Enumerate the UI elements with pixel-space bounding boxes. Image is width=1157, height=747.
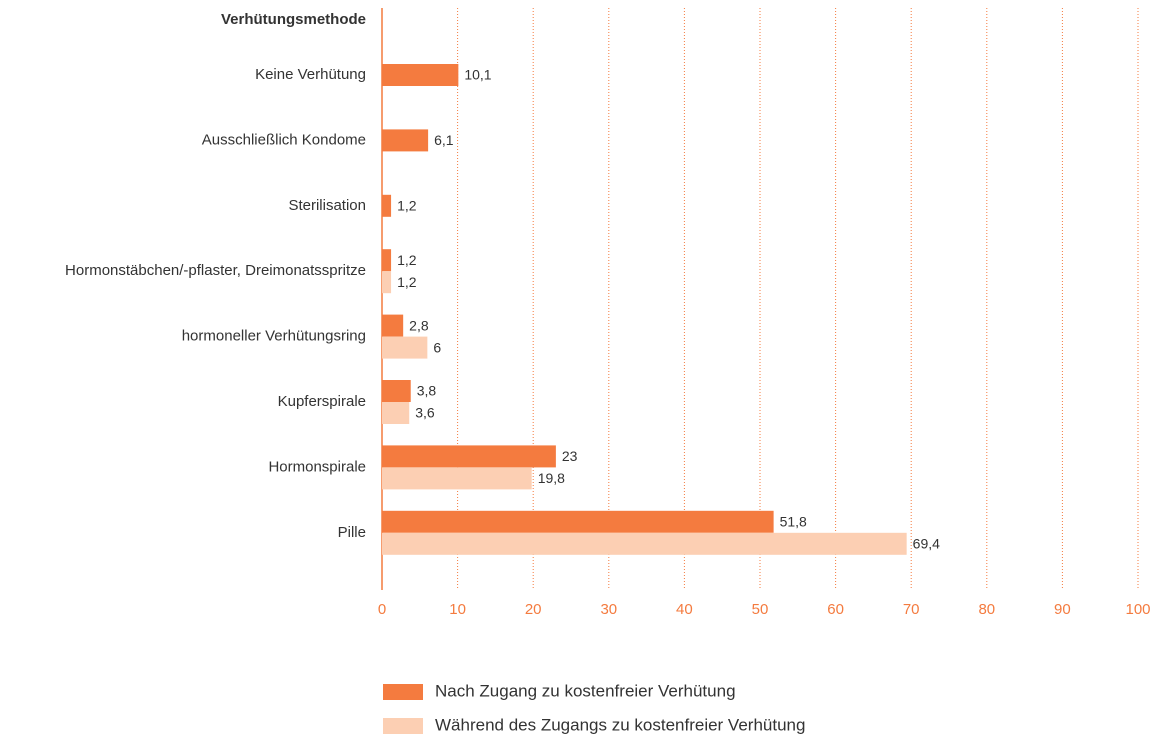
x-tick-label: 80 [978,601,995,618]
value-label: 19,8 [538,470,565,486]
category-label: Ausschließlich Kondome [202,131,366,148]
value-label: 6 [433,339,441,355]
value-label: 1,2 [397,274,417,290]
value-label: 3,6 [415,405,435,421]
legend-swatch [383,718,423,734]
category-label: Pille [338,524,366,541]
bar [382,532,907,555]
bar [382,64,459,86]
bar [382,445,556,468]
x-tick-label: 60 [827,601,844,618]
bar [382,336,428,359]
x-tick-label: 70 [903,601,920,618]
x-tick-label: 30 [600,601,617,618]
x-tick-label: 90 [1054,601,1071,618]
category-label: Kupferspirale [278,393,366,410]
x-tick-label: 10 [449,601,466,618]
value-label: 6,1 [434,132,454,148]
bar [382,314,404,337]
category-label: Keine Verhütung [255,66,366,83]
legend-label: Während des Zugangs zu kostenfreier Verh… [435,715,805,734]
value-label: 1,2 [397,198,417,214]
x-tick-label: 100 [1125,601,1150,618]
bar [382,467,532,490]
category-label: Sterilisation [288,197,366,214]
value-label: 51,8 [780,514,807,530]
x-tick-label: 0 [378,601,386,618]
value-label: 1,2 [397,252,417,268]
bar [382,380,411,402]
category-label: hormoneller Verhütungsring [182,328,366,345]
bar [382,129,429,152]
bar [382,271,392,294]
value-label: 10,1 [464,67,491,83]
x-tick-label: 50 [752,601,769,618]
value-label: 69,4 [913,536,940,552]
bar [382,249,392,272]
value-label: 2,8 [409,317,429,333]
category-label: Hormonspirale [268,458,366,475]
category-label: Hormonstäbchen/-pflaster, Dreimonatsspri… [65,262,366,279]
bar [382,402,410,424]
axis-label: Verhütungsmethode [221,11,366,28]
x-tick-label: 40 [676,601,693,618]
legend-swatch [383,684,423,700]
value-label: 3,8 [417,383,437,399]
value-label: 23 [562,448,578,464]
x-tick-label: 20 [525,601,542,618]
legend-label: Nach Zugang zu kostenfreier Verhütung [435,681,736,700]
bar [382,194,392,217]
bar [382,510,774,533]
